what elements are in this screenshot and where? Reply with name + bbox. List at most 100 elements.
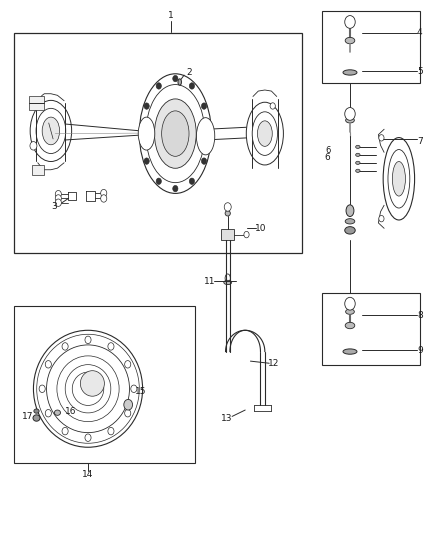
Ellipse shape <box>146 85 205 183</box>
Ellipse shape <box>81 370 104 396</box>
Circle shape <box>62 427 68 435</box>
Text: 3: 3 <box>51 202 57 211</box>
Ellipse shape <box>57 356 119 422</box>
Circle shape <box>270 103 276 109</box>
Circle shape <box>55 195 61 202</box>
Ellipse shape <box>36 108 66 154</box>
Bar <box>29 96 44 110</box>
Ellipse shape <box>383 138 415 220</box>
Circle shape <box>55 199 61 206</box>
Ellipse shape <box>34 409 39 413</box>
Circle shape <box>206 131 211 137</box>
Circle shape <box>144 158 149 164</box>
Ellipse shape <box>224 280 232 285</box>
Bar <box>321 11 420 83</box>
Circle shape <box>244 231 249 238</box>
Ellipse shape <box>345 219 355 224</box>
Ellipse shape <box>388 150 410 208</box>
Text: 2: 2 <box>187 68 192 77</box>
Text: 8: 8 <box>417 311 423 320</box>
Ellipse shape <box>346 205 354 216</box>
Bar <box>321 293 420 365</box>
Circle shape <box>125 409 131 417</box>
Ellipse shape <box>252 112 278 156</box>
Ellipse shape <box>345 227 355 234</box>
Ellipse shape <box>162 111 189 156</box>
Text: 16: 16 <box>65 407 76 416</box>
Text: 11: 11 <box>204 277 215 286</box>
Ellipse shape <box>225 274 230 282</box>
Ellipse shape <box>139 74 212 193</box>
Circle shape <box>125 361 131 368</box>
Ellipse shape <box>392 161 406 196</box>
Circle shape <box>45 409 51 417</box>
Ellipse shape <box>178 79 181 85</box>
Circle shape <box>39 385 45 392</box>
Circle shape <box>124 399 133 410</box>
Circle shape <box>379 215 384 222</box>
Text: 7: 7 <box>417 137 423 146</box>
Ellipse shape <box>155 99 196 168</box>
Ellipse shape <box>196 118 215 155</box>
Text: 17: 17 <box>22 412 34 421</box>
Circle shape <box>201 158 207 164</box>
Circle shape <box>45 361 51 368</box>
Ellipse shape <box>345 322 355 329</box>
Circle shape <box>189 83 194 89</box>
Bar <box>221 229 234 240</box>
Text: 6: 6 <box>325 146 331 155</box>
Ellipse shape <box>72 372 104 406</box>
Ellipse shape <box>33 330 143 447</box>
Circle shape <box>379 135 384 141</box>
Bar <box>14 33 302 253</box>
Ellipse shape <box>346 309 354 314</box>
Circle shape <box>189 178 194 184</box>
Text: 13: 13 <box>221 414 233 423</box>
Circle shape <box>55 190 61 198</box>
Circle shape <box>173 75 178 82</box>
Circle shape <box>224 203 231 211</box>
Circle shape <box>30 142 37 150</box>
Ellipse shape <box>356 161 360 165</box>
Circle shape <box>62 343 68 350</box>
Text: 4: 4 <box>417 28 423 37</box>
Ellipse shape <box>343 349 357 354</box>
Circle shape <box>345 297 355 310</box>
Circle shape <box>144 103 149 109</box>
Ellipse shape <box>246 102 283 165</box>
Ellipse shape <box>225 211 230 216</box>
Text: 15: 15 <box>134 387 146 396</box>
Ellipse shape <box>46 345 130 433</box>
Ellipse shape <box>54 410 60 415</box>
Circle shape <box>156 83 161 89</box>
Ellipse shape <box>345 37 355 44</box>
Ellipse shape <box>138 117 155 150</box>
Text: 14: 14 <box>82 471 94 479</box>
Bar <box>14 306 195 463</box>
Ellipse shape <box>42 117 60 145</box>
Circle shape <box>345 15 355 28</box>
Text: 10: 10 <box>255 224 267 233</box>
Ellipse shape <box>33 415 40 421</box>
Circle shape <box>108 343 114 350</box>
Circle shape <box>131 385 137 392</box>
Ellipse shape <box>346 118 354 123</box>
Circle shape <box>108 427 114 435</box>
Ellipse shape <box>65 365 111 413</box>
Ellipse shape <box>258 121 272 147</box>
Ellipse shape <box>356 169 360 172</box>
Circle shape <box>156 178 161 184</box>
Text: 5: 5 <box>417 67 423 76</box>
Bar <box>32 165 44 175</box>
Circle shape <box>85 434 91 441</box>
Ellipse shape <box>343 70 357 75</box>
Circle shape <box>345 108 355 120</box>
Circle shape <box>85 336 91 344</box>
Ellipse shape <box>37 334 139 443</box>
Ellipse shape <box>356 146 360 149</box>
Circle shape <box>101 189 107 197</box>
Text: 12: 12 <box>268 359 280 368</box>
Circle shape <box>140 131 145 137</box>
Circle shape <box>173 185 178 192</box>
Text: 9: 9 <box>417 346 423 355</box>
